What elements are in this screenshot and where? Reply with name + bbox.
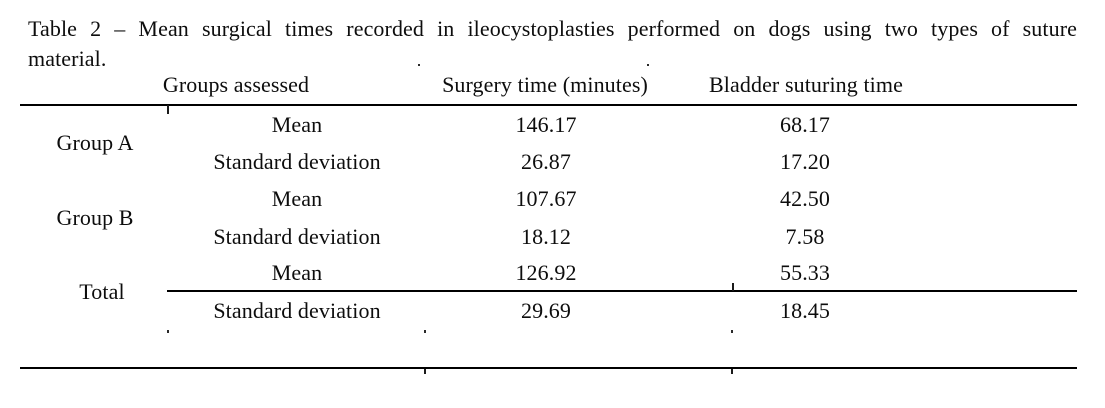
column-border-dot: [167, 330, 169, 333]
column-border-dot: [731, 330, 733, 333]
group-b-mean-stat-label: Mean: [271, 186, 323, 211]
table-caption: Table 2 – Mean surgical times recorded i…: [28, 14, 1077, 74]
group-b-sd-bladder-value: 7.58: [785, 224, 825, 249]
total-sd-stat-label: Standard deviation: [213, 298, 381, 323]
group-a-mean-stat-label: Mean: [271, 112, 323, 137]
column-header-bladder-suturing-time: Bladder suturing time: [709, 72, 903, 97]
table-caption-line1: Table 2 – Mean surgical times recorded i…: [28, 16, 1077, 41]
column-border-dot: [424, 330, 426, 333]
column-border-tick: [731, 369, 733, 374]
column-border-tick: [167, 105, 169, 114]
header-rule: [20, 104, 1077, 106]
total-separator-rule: [167, 290, 1077, 292]
total-mean-bladder-value: 55.33: [780, 260, 830, 285]
group-a-label: Group A: [56, 130, 134, 155]
group-b-sd-surgery-value: 18.12: [521, 224, 571, 249]
table-caption-line2: material.: [28, 46, 107, 71]
group-a-sd-stat-label: Standard deviation: [213, 149, 381, 174]
group-b-sd-stat-label: Standard deviation: [213, 224, 381, 249]
total-label: Total: [79, 279, 125, 304]
group-b-mean-surgery-value: 107.67: [515, 186, 577, 211]
bottom-rule: [20, 367, 1077, 369]
column-header-groups-assessed: Groups assessed: [162, 72, 310, 97]
group-b-mean-bladder-value: 42.50: [780, 186, 830, 211]
total-mean-surgery-value: 126.92: [515, 260, 577, 285]
total-sd-surgery-value: 29.69: [521, 298, 571, 323]
group-a-mean-surgery-value: 146.17: [515, 112, 577, 137]
column-border-dot: [647, 64, 649, 66]
group-a-mean-bladder-value: 68.17: [780, 112, 830, 137]
column-header-surgery-time: Surgery time (minutes): [442, 72, 648, 97]
column-border-dot: [418, 64, 420, 66]
column-border-tick: [732, 283, 734, 291]
group-b-label: Group B: [56, 205, 134, 230]
total-mean-stat-label: Mean: [271, 260, 323, 285]
group-a-sd-surgery-value: 26.87: [521, 149, 571, 174]
total-sd-bladder-value: 18.45: [780, 298, 830, 323]
group-a-sd-bladder-value: 17.20: [780, 149, 830, 174]
column-border-tick: [424, 369, 426, 374]
